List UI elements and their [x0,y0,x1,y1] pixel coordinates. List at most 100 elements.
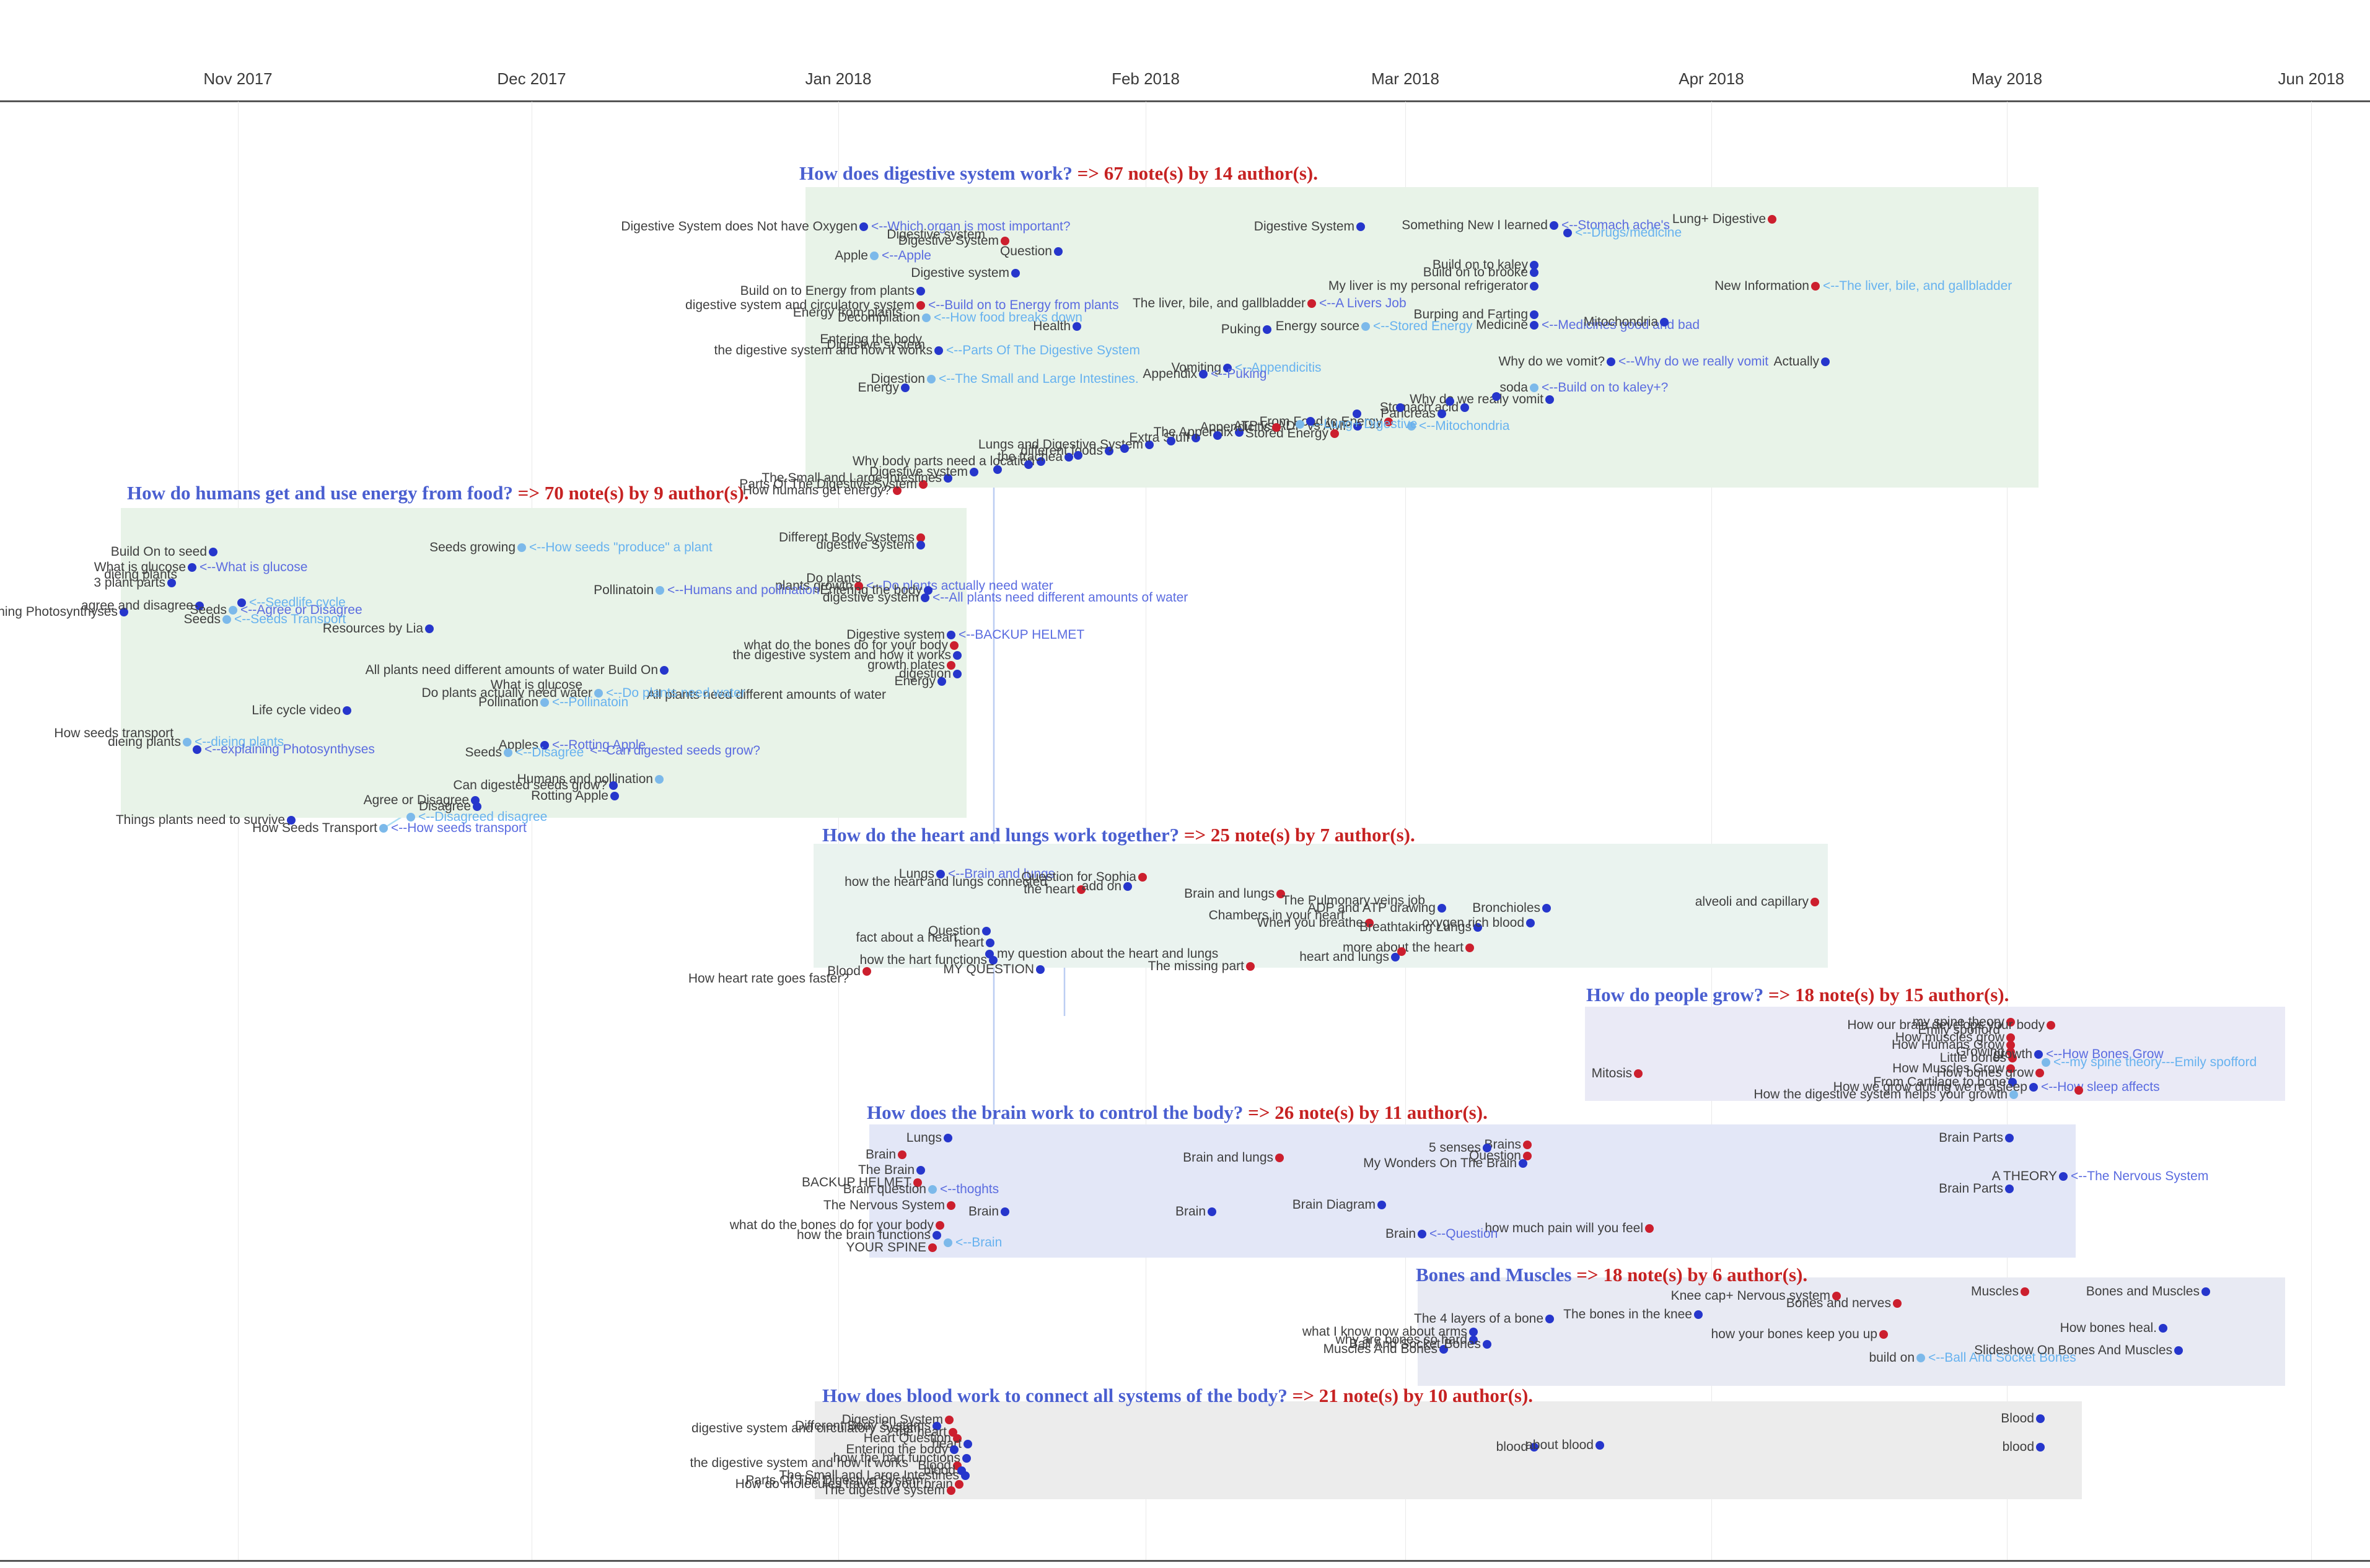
note-node[interactable] [2006,1064,2015,1073]
note-node[interactable] [1396,403,1405,412]
note-node[interactable] [1365,919,1374,927]
note-node[interactable] [916,1166,925,1175]
note-node[interactable] [1437,410,1446,418]
note-node[interactable] [1213,431,1222,440]
note-node[interactable] [1645,1224,1654,1233]
note-node[interactable] [237,598,246,607]
note-node[interactable] [924,586,933,595]
note-node[interactable] [947,1201,955,1210]
note-node[interactable] [1530,310,1538,319]
note-node[interactable] [1391,953,1400,961]
note-node[interactable] [1694,1310,1703,1319]
note-node[interactable] [1811,282,1820,291]
note-node[interactable] [916,541,925,550]
note-node[interactable] [2005,1134,2014,1142]
note-node[interactable] [1483,1144,1491,1152]
note-node[interactable] [1893,1299,1902,1308]
note-node[interactable] [1208,1207,1216,1216]
note-node[interactable] [1054,247,1063,256]
note-node[interactable] [921,593,929,602]
note-node[interactable] [1439,1345,1448,1354]
note-node[interactable] [1001,237,1009,245]
note-node[interactable] [195,602,204,610]
note-node[interactable] [2029,1083,2038,1092]
note-node[interactable] [1120,444,1129,453]
note-node[interactable] [1074,451,1082,460]
note-node[interactable] [343,706,351,715]
note-node[interactable] [1916,1354,1925,1362]
note-node[interactable] [936,1221,944,1230]
note-node[interactable] [955,1480,963,1489]
note-node[interactable] [1473,923,1482,932]
note-node[interactable] [916,301,925,310]
note-node[interactable] [953,670,962,678]
note-node[interactable] [167,579,176,587]
note-node[interactable] [944,1238,952,1247]
note-node[interactable] [2059,1172,2068,1181]
note-node[interactable] [1465,944,1474,952]
note-node[interactable] [961,1471,970,1480]
note-node[interactable] [1105,447,1113,455]
note-node[interactable] [1353,410,1361,418]
note-node[interactable] [1530,321,1538,330]
note-node[interactable] [1001,1207,1009,1216]
note-node[interactable] [937,677,946,686]
note-node[interactable] [916,287,925,296]
note-node[interactable] [660,666,669,675]
note-node[interactable] [1356,222,1365,231]
note-node[interactable] [1821,357,1830,366]
note-node[interactable] [1361,322,1370,331]
note-node[interactable] [655,775,664,784]
note-node[interactable] [963,1440,972,1448]
note-node[interactable] [1469,1328,1478,1336]
note-node[interactable] [901,383,910,392]
note-node[interactable] [1526,919,1535,927]
note-node[interactable] [2036,1414,2045,1423]
note-node[interactable] [859,222,868,231]
note-node[interactable] [945,1416,954,1424]
note-node[interactable] [947,661,955,670]
note-node[interactable] [898,1150,906,1159]
note-node[interactable] [120,608,128,616]
note-node[interactable] [188,563,196,572]
note-node[interactable] [1024,460,1033,469]
note-node[interactable] [1377,1201,1386,1209]
note-node[interactable] [222,615,231,624]
note-node[interactable] [1246,962,1255,971]
note-node[interactable] [1330,429,1339,438]
note-node[interactable] [1492,392,1501,401]
note-node[interactable] [1199,370,1208,379]
note-node[interactable] [982,927,991,935]
note-node[interactable] [1530,261,1538,269]
note-node[interactable] [1307,299,1316,308]
note-node[interactable] [953,651,962,660]
note-node[interactable] [229,606,237,615]
note-node[interactable] [1272,423,1281,432]
note-node[interactable] [540,741,549,750]
note-node[interactable] [953,1434,962,1443]
note-node[interactable] [504,748,512,757]
note-node[interactable] [1138,873,1147,882]
note-node[interactable] [933,1231,941,1240]
note-node[interactable] [1530,1443,1538,1452]
note-node[interactable] [933,1422,941,1430]
note-node[interactable] [656,586,664,595]
note-node[interactable] [1530,268,1538,277]
note-node[interactable] [517,543,526,552]
note-node[interactable] [2035,1069,2044,1077]
note-node[interactable] [193,745,201,754]
note-node[interactable] [1384,418,1393,426]
note-node[interactable] [183,738,191,747]
note-node[interactable] [1530,282,1538,291]
note-node[interactable] [1036,965,1045,974]
note-node[interactable] [962,1454,971,1463]
note-node[interactable] [425,624,434,633]
note-node[interactable] [1192,434,1200,442]
note-node[interactable] [1064,453,1073,462]
note-node[interactable] [2006,1033,2015,1042]
note-node[interactable] [1563,229,1572,237]
note-node[interactable] [287,816,296,825]
note-node[interactable] [927,375,936,383]
note-node[interactable] [1595,1441,1604,1450]
note-node[interactable] [1607,357,1615,366]
